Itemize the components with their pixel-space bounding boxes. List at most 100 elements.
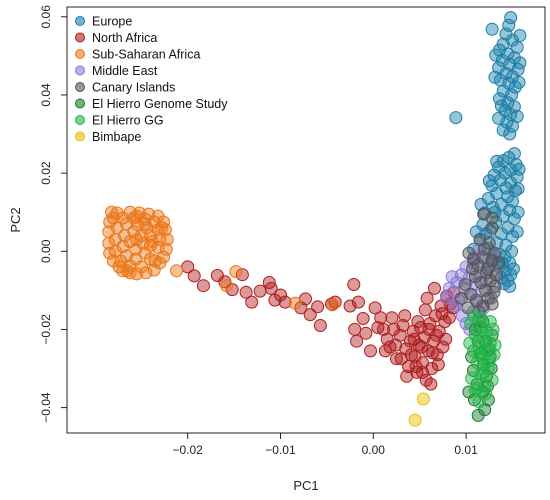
data-point	[278, 295, 292, 309]
data-point	[463, 336, 477, 350]
legend-label: El Hierro GG	[92, 114, 164, 128]
data-point	[494, 99, 508, 113]
legend-marker	[75, 65, 85, 76]
x-axis-title: PC1	[293, 478, 318, 493]
data-point	[490, 154, 504, 168]
data-point	[160, 233, 174, 246]
data-point	[400, 369, 414, 383]
legend-marker	[75, 131, 85, 142]
data-point	[411, 315, 425, 329]
data-point	[506, 229, 519, 243]
legend-label: El Hierro Genome Study	[92, 97, 228, 111]
data-point	[449, 111, 463, 125]
data-point	[495, 54, 509, 67]
legend: Europe North Africa Sub-Saharan Africa Midd…	[75, 15, 228, 144]
points-layer	[102, 11, 527, 427]
y-tick-label: 0.06	[39, 5, 53, 29]
data-point	[356, 312, 370, 325]
series-4	[455, 207, 506, 319]
data-point	[364, 344, 377, 358]
data-point	[106, 211, 120, 225]
y-tick-label: 0.02	[39, 161, 53, 185]
data-point	[485, 297, 499, 311]
data-point	[155, 221, 169, 235]
data-point	[396, 319, 410, 332]
data-point	[455, 291, 468, 305]
data-point	[476, 332, 490, 346]
data-point	[512, 162, 526, 176]
y-tick-label: −0.02	[39, 314, 53, 345]
legend-item: Europe	[75, 15, 132, 29]
data-point	[116, 240, 130, 254]
data-point	[378, 344, 392, 358]
data-point	[442, 311, 456, 325]
data-point	[473, 348, 487, 362]
data-point	[343, 299, 357, 313]
legend-item: North Africa	[75, 31, 157, 45]
data-point	[474, 197, 488, 211]
data-point	[145, 235, 159, 248]
data-point	[389, 338, 403, 352]
data-point	[148, 254, 162, 268]
legend-label: North Africa	[92, 31, 157, 45]
series-2	[102, 205, 339, 312]
data-point	[196, 279, 210, 293]
data-point	[467, 364, 480, 377]
data-point	[313, 319, 327, 332]
data-point	[498, 166, 512, 180]
data-point	[385, 311, 399, 325]
data-point	[229, 265, 243, 279]
data-point	[398, 309, 412, 323]
data-point	[510, 225, 524, 239]
data-point	[274, 288, 287, 302]
data-point	[170, 264, 183, 278]
data-point	[436, 340, 450, 354]
data-point	[471, 408, 485, 422]
data-point	[479, 387, 493, 401]
data-point	[513, 56, 527, 70]
data-point	[488, 246, 502, 260]
y-tick-label: 0.00	[39, 239, 53, 263]
legend-label: Middle East	[92, 64, 158, 78]
data-point	[130, 233, 144, 246]
data-point	[504, 11, 518, 25]
data-point	[408, 413, 422, 427]
data-point	[511, 205, 525, 219]
data-point	[492, 256, 506, 270]
data-point	[159, 242, 173, 256]
data-point	[485, 373, 499, 387]
legend-item: El Hierro GG	[75, 114, 164, 128]
data-point	[503, 279, 517, 293]
data-point	[127, 225, 141, 239]
data-point	[359, 326, 373, 340]
data-point	[477, 365, 491, 379]
data-point	[486, 322, 500, 336]
legend-marker	[75, 115, 85, 125]
data-point	[488, 70, 502, 84]
data-point	[368, 301, 382, 315]
data-point	[488, 338, 502, 352]
data-point	[485, 211, 499, 225]
data-point	[350, 334, 364, 348]
data-point	[512, 75, 526, 89]
data-point	[458, 278, 472, 291]
data-point	[326, 298, 339, 312]
data-point	[507, 212, 521, 226]
data-point	[506, 262, 520, 276]
x-tick-label: 0.01	[454, 443, 478, 457]
data-point	[480, 266, 493, 280]
x-tick-label: −0.01	[265, 443, 296, 457]
data-point	[158, 223, 172, 237]
data-point	[496, 154, 510, 168]
data-point	[416, 356, 429, 370]
legend-marker	[75, 98, 85, 109]
data-point	[416, 392, 430, 406]
data-point	[495, 256, 509, 270]
data-point	[418, 303, 432, 317]
legend-label: Bimbape	[92, 130, 141, 144]
y-axis-title: PC2	[8, 207, 23, 232]
data-point	[348, 322, 362, 336]
legend-item: Canary Islands	[75, 81, 175, 95]
data-point	[130, 209, 144, 223]
